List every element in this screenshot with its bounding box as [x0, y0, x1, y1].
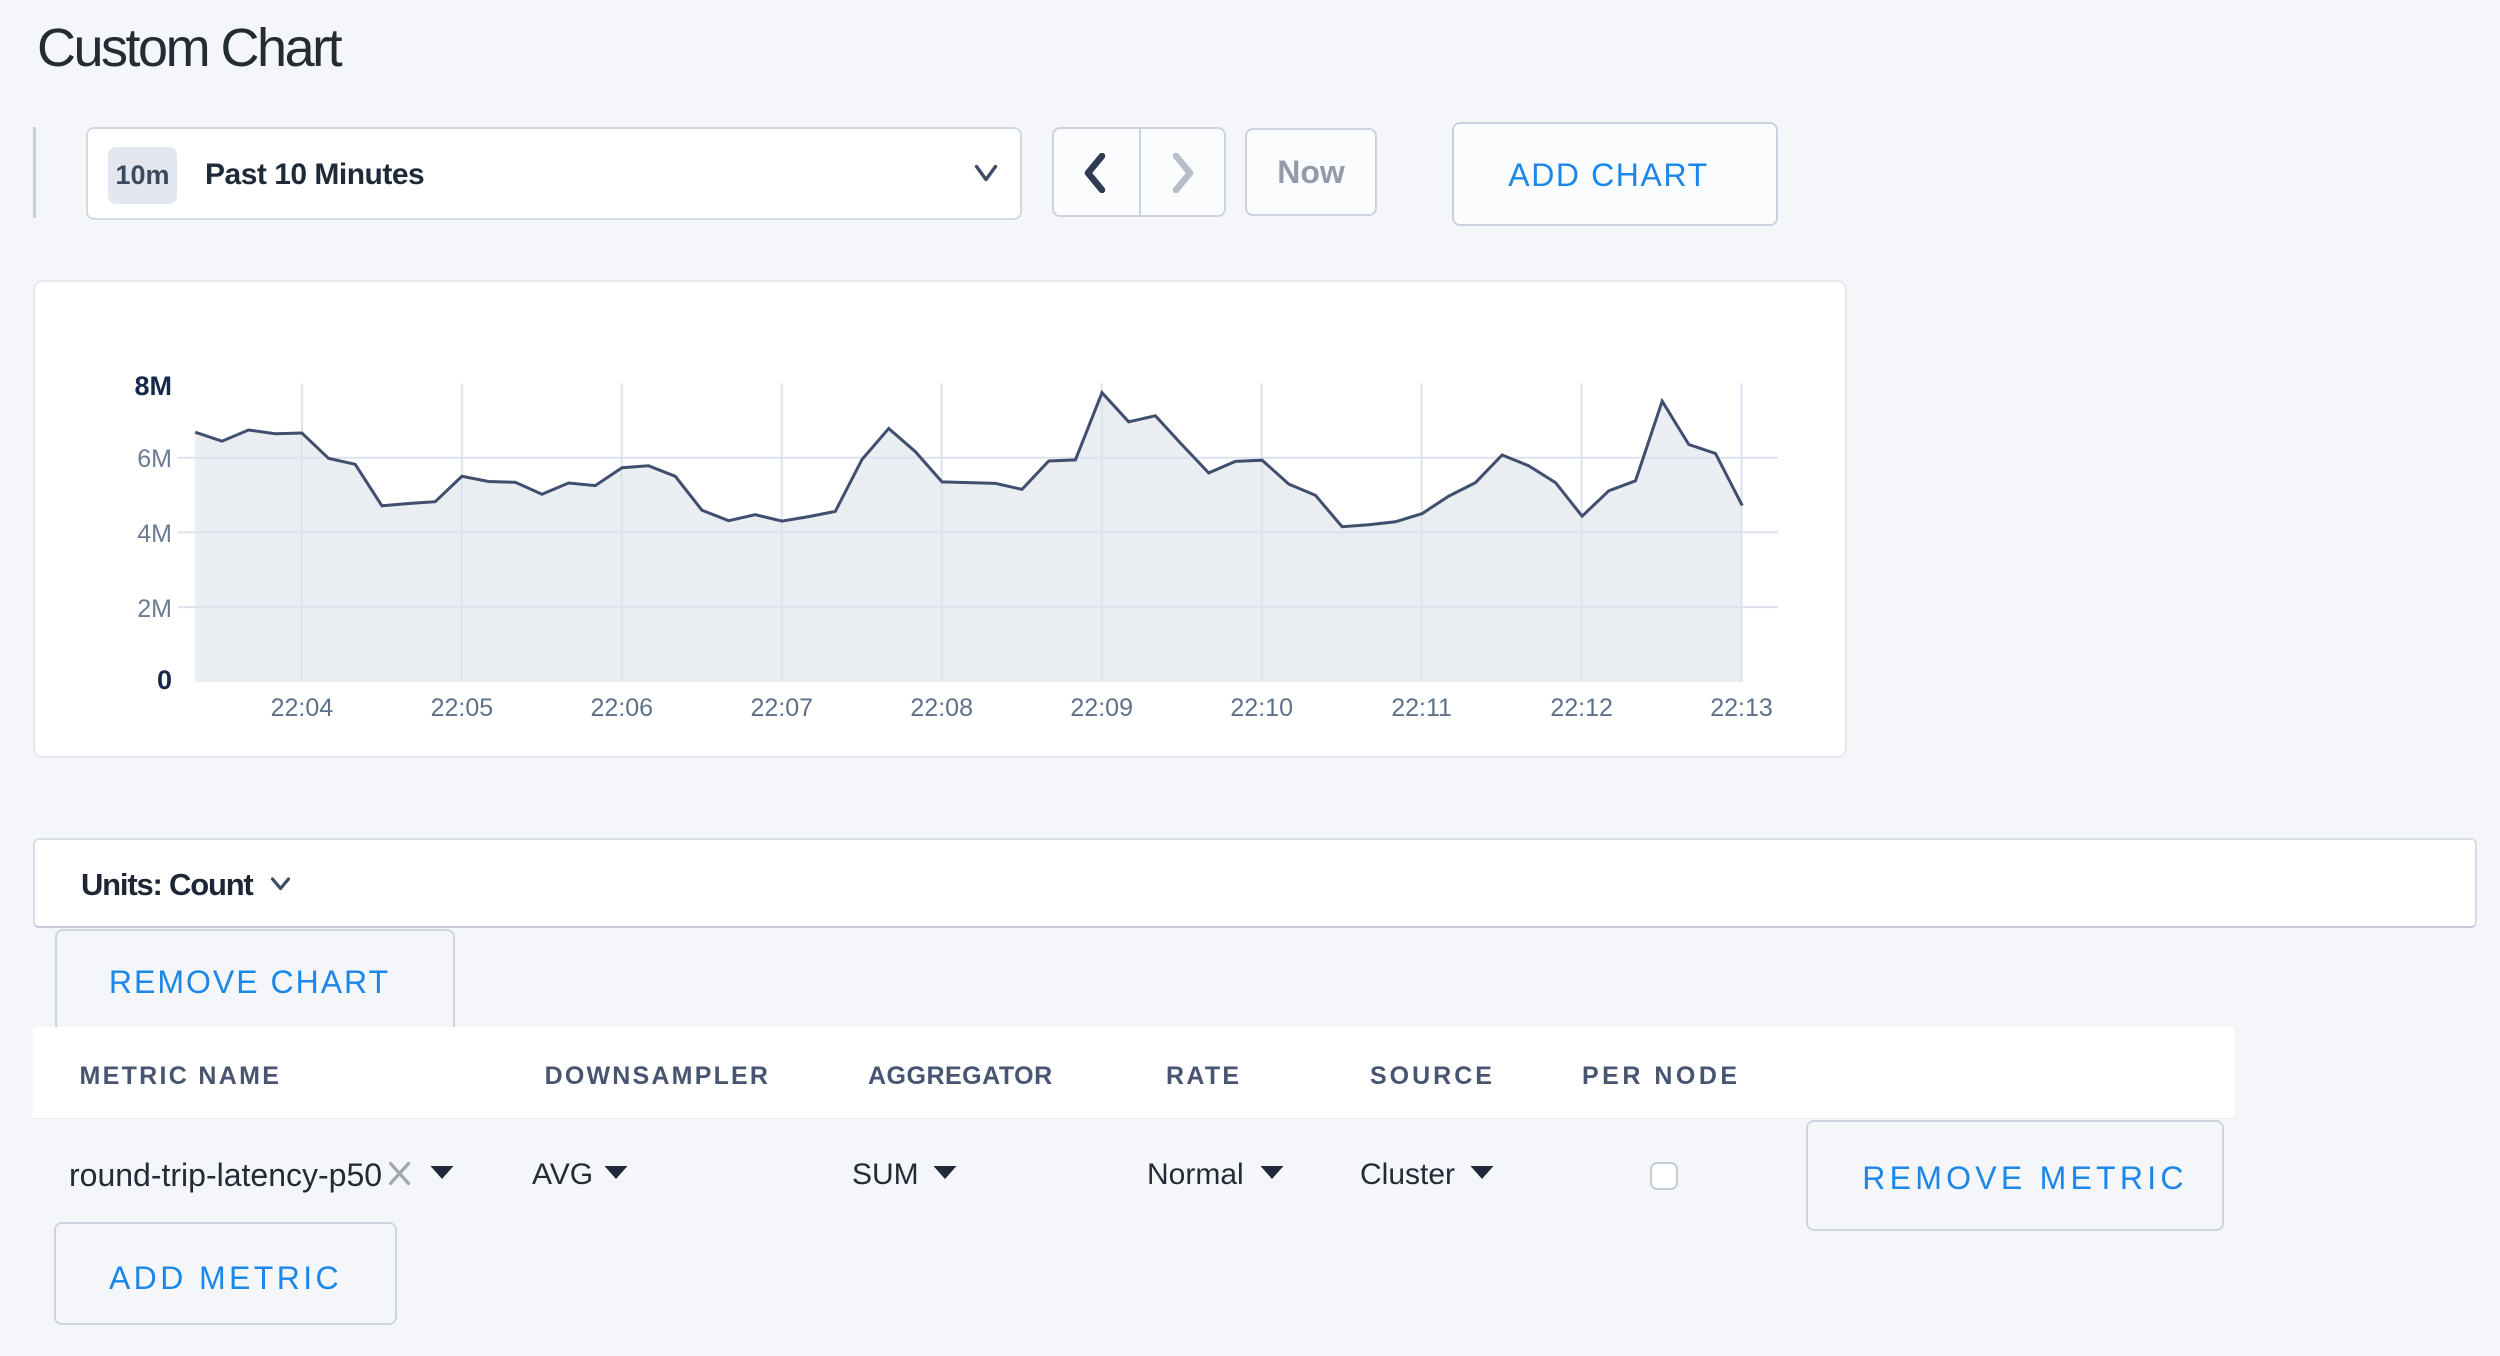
svg-text:22:05: 22:05: [431, 694, 494, 722]
svg-text:22:04: 22:04: [271, 694, 334, 722]
svg-text:4M: 4M: [137, 520, 172, 548]
svg-text:22:13: 22:13: [1710, 694, 1773, 722]
svg-text:22:11: 22:11: [1391, 694, 1452, 722]
svg-text:22:10: 22:10: [1230, 694, 1293, 722]
svg-text:22:08: 22:08: [910, 694, 973, 722]
svg-text:22:09: 22:09: [1070, 694, 1133, 722]
svg-text:0: 0: [157, 665, 172, 695]
svg-text:22:06: 22:06: [591, 694, 654, 722]
svg-text:6M: 6M: [137, 445, 172, 473]
svg-text:22:07: 22:07: [751, 694, 814, 722]
svg-text:2M: 2M: [137, 595, 172, 623]
svg-text:8M: 8M: [134, 371, 172, 401]
svg-text:22:12: 22:12: [1550, 694, 1613, 722]
